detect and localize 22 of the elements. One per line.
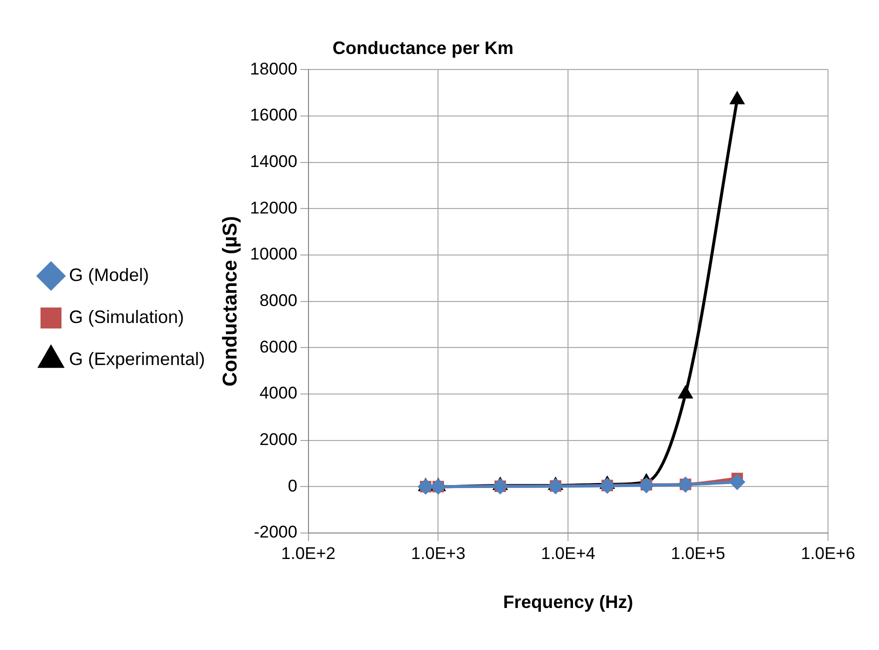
- y-tick-label: -2000: [254, 522, 298, 542]
- legend-label: G (Experimental): [69, 348, 206, 369]
- chart-title: Conductance per Km: [332, 38, 514, 58]
- y-tick-label: 12000: [250, 198, 298, 218]
- x-tick-label: 1.0E+2: [281, 544, 336, 563]
- y-tick-label: 14000: [250, 152, 298, 171]
- x-axis-title: Frequency (Hz): [503, 592, 634, 612]
- y-tick-label: 4000: [259, 384, 298, 403]
- legend-label: G (Model): [69, 264, 150, 285]
- x-tick-label: 1.0E+4: [540, 544, 596, 563]
- y-tick-label: 18000: [250, 59, 298, 78]
- y-axis-title: Conductance (µS): [220, 216, 242, 387]
- y-tick-label: 16000: [250, 106, 298, 125]
- y-tick-label: 10000: [250, 244, 298, 264]
- x-tick-label: 1.0E+6: [800, 544, 856, 563]
- y-tick-label: 2000: [259, 430, 298, 450]
- legend-label: G (Simulation): [69, 306, 184, 327]
- y-tick-label: 6000: [259, 337, 298, 356]
- x-tick-label: 1.0E+5: [670, 544, 726, 563]
- x-tick-label: 1.0E+3: [411, 544, 466, 563]
- y-tick-label: 8000: [259, 290, 298, 310]
- y-tick-label: 0: [288, 476, 298, 496]
